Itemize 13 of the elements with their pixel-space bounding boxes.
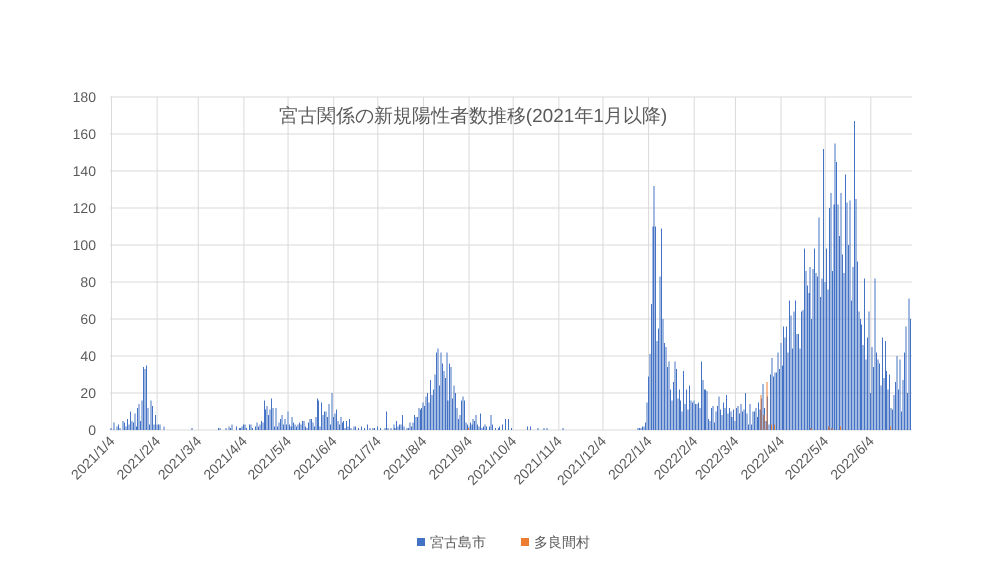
legend-label: 宮古島市	[430, 534, 486, 550]
legend-label: 多良間村	[534, 534, 590, 550]
y-tick-label: 40	[80, 348, 96, 364]
y-tick-label: 140	[72, 163, 96, 179]
y-tick-label: 180	[72, 89, 96, 105]
text: 宮古関係の新規陽性者数推移(2021年1月以降)	[278, 105, 668, 127]
y-tick-label: 20	[80, 385, 96, 401]
y-tick-label: 60	[80, 311, 96, 327]
y-tick-label: 80	[80, 274, 96, 290]
y-tick-label: 120	[72, 200, 96, 216]
y-tick-label: 160	[72, 126, 96, 142]
y-tick-label: 0	[88, 422, 96, 438]
y-tick-label: 100	[72, 237, 96, 253]
